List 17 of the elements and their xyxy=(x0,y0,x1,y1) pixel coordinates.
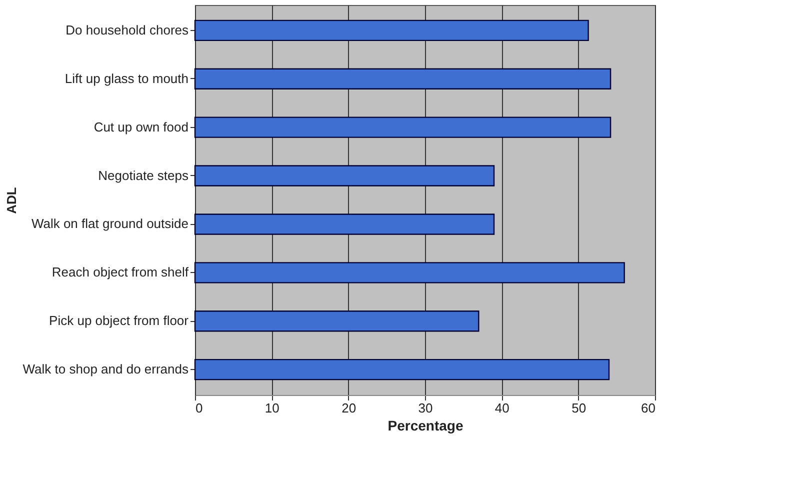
x-tick-label: 50 xyxy=(572,400,586,416)
x-tick-label: 0 xyxy=(196,400,203,416)
y-tick-label: Lift up glass to mouth xyxy=(64,70,188,86)
x-tick-label: 40 xyxy=(494,400,510,416)
x-axis-title: Percentage xyxy=(388,418,464,434)
x-tick-label: 30 xyxy=(418,400,433,416)
x-tick-label: 60 xyxy=(641,400,656,416)
x-tick-label: 20 xyxy=(342,400,356,416)
y-tick-label: Negotiate steps xyxy=(98,168,189,183)
y-tick-label: Reach object from shelf xyxy=(52,264,189,280)
x-tick-label: 10 xyxy=(264,400,280,416)
y-tick-label: Cut up own food xyxy=(94,119,188,134)
y-axis-title: ADL xyxy=(4,187,19,214)
y-tick-label: Do household chores xyxy=(66,22,189,38)
y-tick-label: Walk on flat ground outside xyxy=(31,216,188,232)
y-tick-label: Pick up object from floor xyxy=(49,313,190,328)
y-tick-label: Walk to shop and do errands xyxy=(22,362,189,377)
